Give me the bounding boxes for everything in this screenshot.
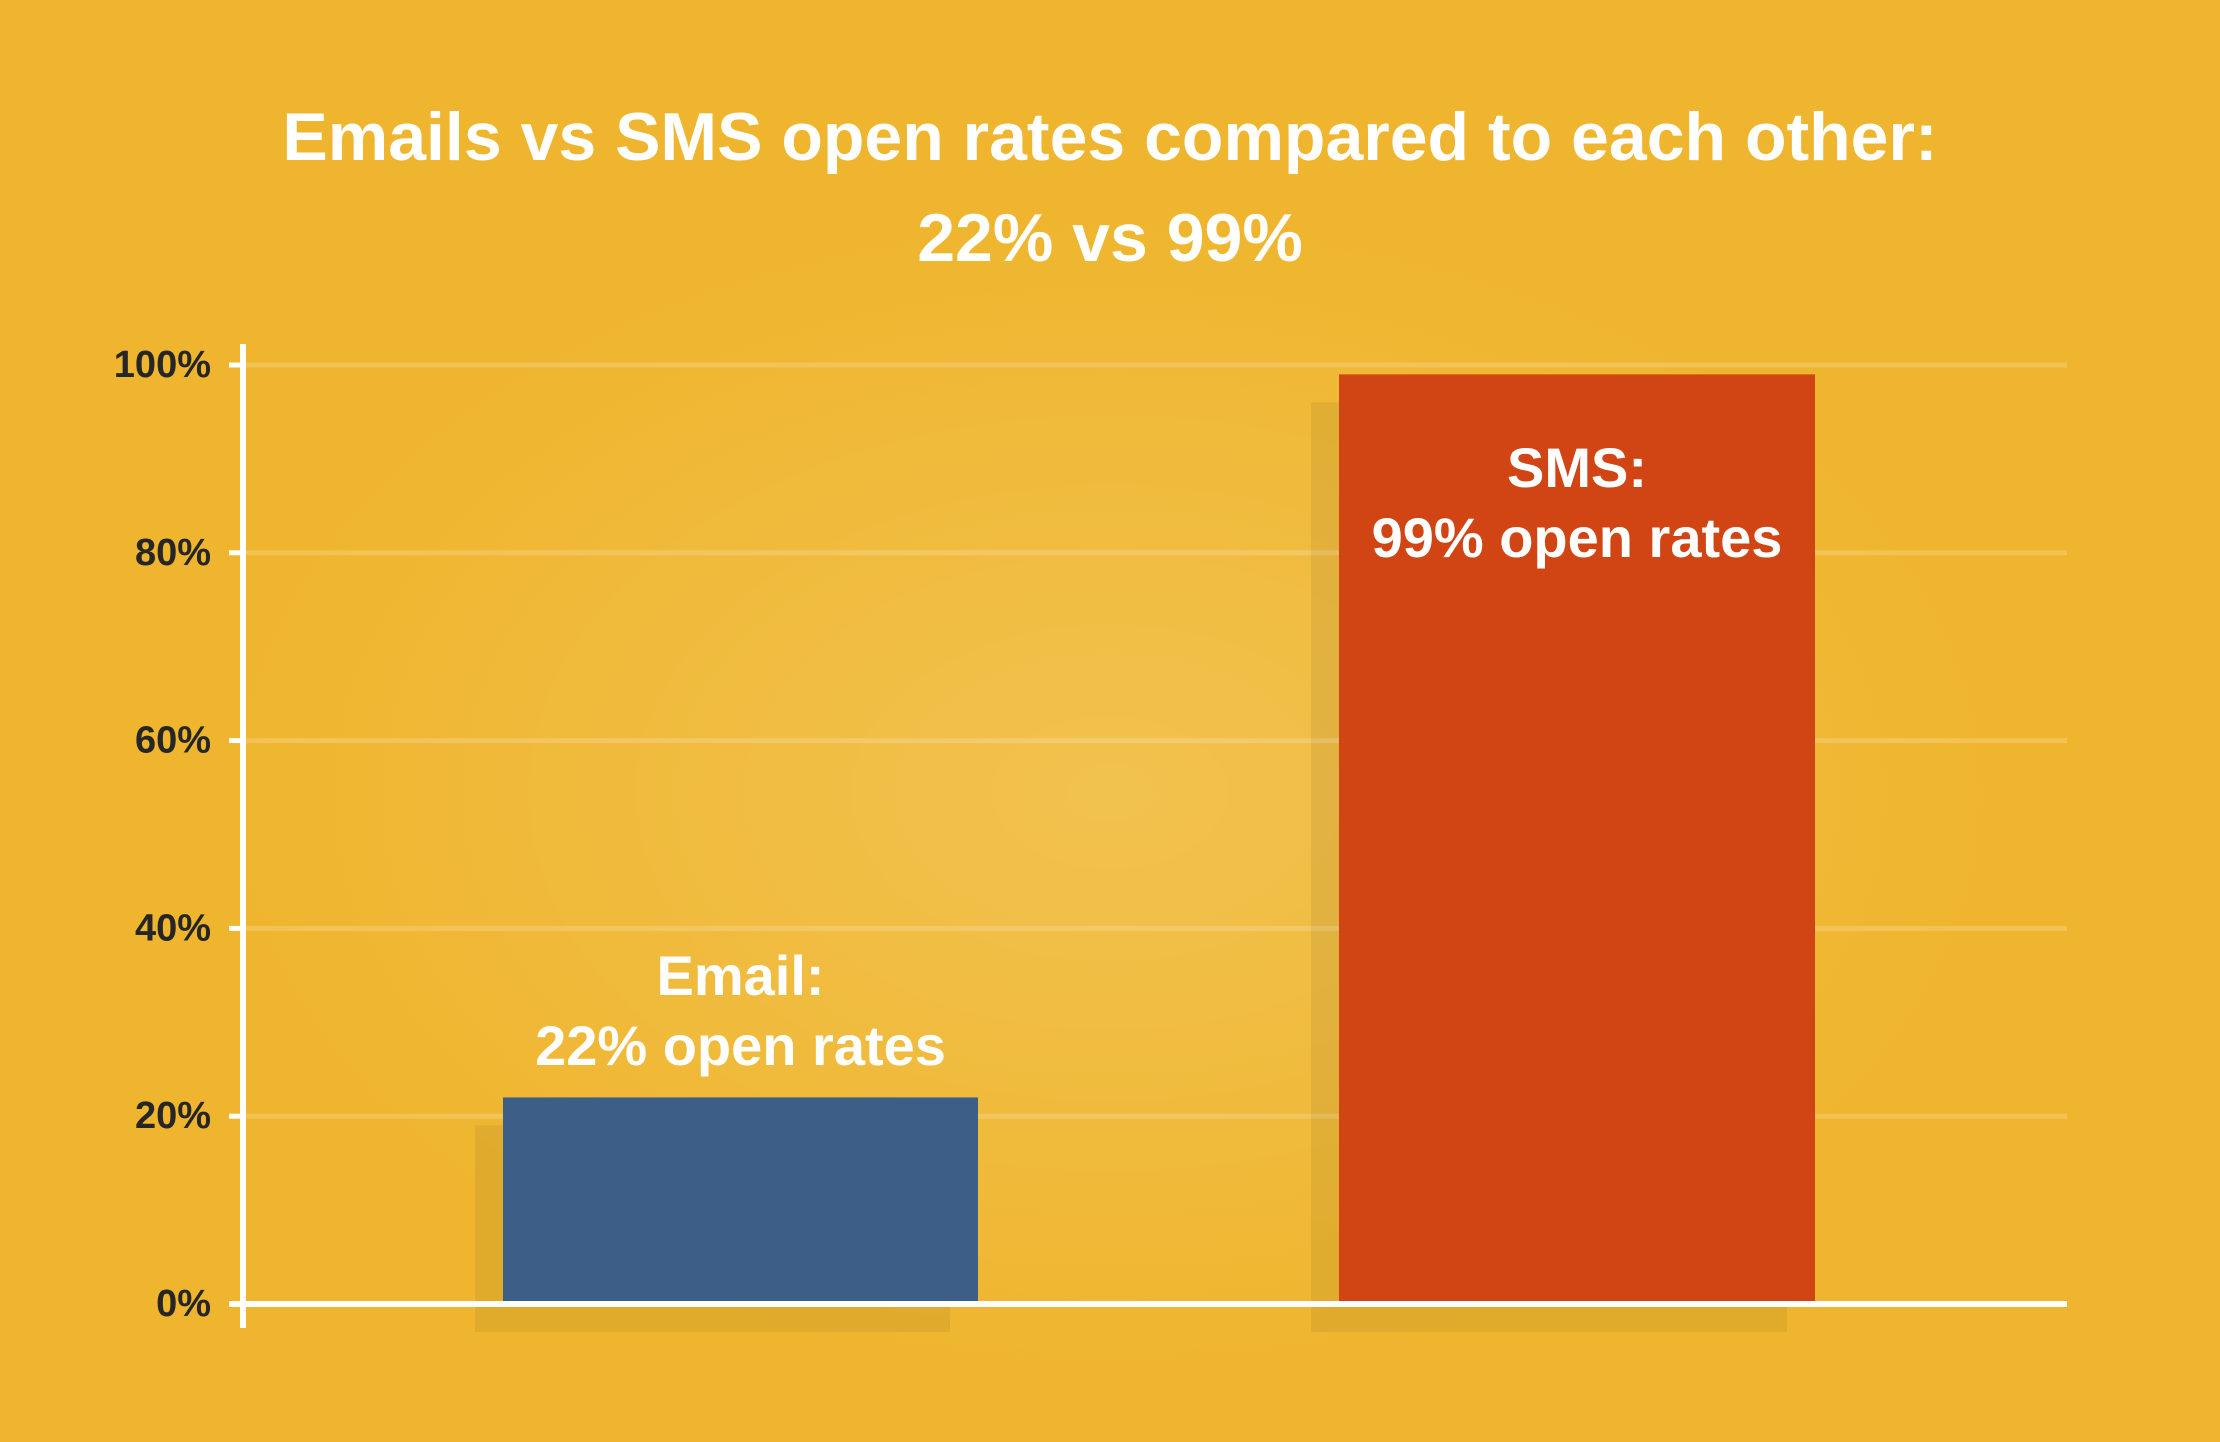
bar [1339,374,1815,1304]
y-tick-label: 40% [135,907,211,949]
y-tick-label: 0% [156,1283,211,1325]
y-tick-label: 100% [114,344,211,386]
y-tick-label: 60% [135,720,211,762]
chart-title: Emails vs SMS open rates compared to eac… [282,99,1937,175]
value-label: 99% open rates [1372,506,1783,569]
bar-label: SMS: [1507,436,1647,499]
bar-label: Email: [656,944,824,1007]
y-tick-label: 80% [135,532,211,574]
y-tick-label: 20% [135,1095,211,1137]
bar [503,1097,978,1304]
chart-subtitle: 22% vs 99% [917,200,1303,276]
value-label: 22% open rates [535,1014,946,1077]
